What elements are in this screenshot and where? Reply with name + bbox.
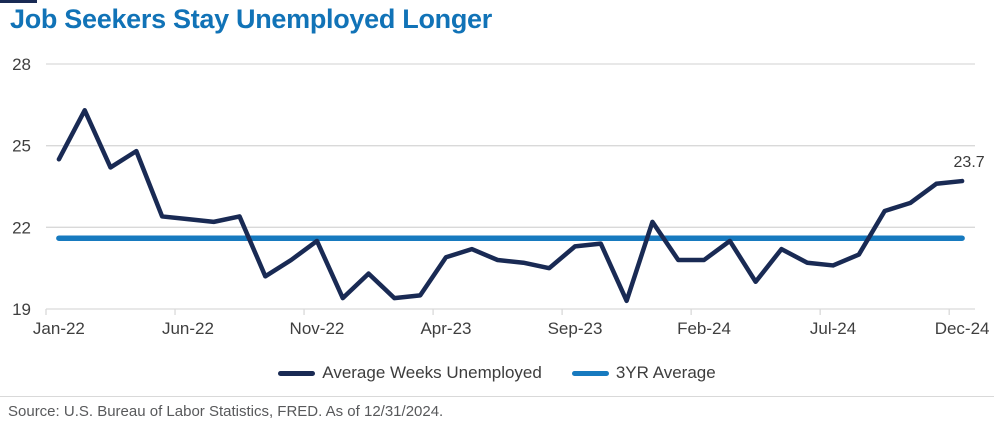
source-note: Source: U.S. Bureau of Labor Statistics,…	[8, 403, 444, 420]
x-axis-label: Nov-22	[290, 319, 345, 338]
y-axis-label: 19	[12, 300, 31, 319]
legend-item-3yr-average: 3YR Average	[571, 363, 716, 383]
y-axis-label: 28	[12, 55, 31, 74]
legend-swatch-average-line	[571, 370, 609, 376]
footer-divider	[0, 396, 994, 397]
x-axis-label: Apr-23	[420, 319, 471, 338]
x-axis-label: Feb-24	[677, 319, 731, 338]
legend: Average Weeks Unemployed 3YR Average	[0, 363, 994, 383]
series-line-average-weeks-unemployed	[56, 108, 965, 304]
last-value-label: 23.7	[954, 154, 985, 171]
chart-title: Job Seekers Stay Unemployed Longer	[10, 4, 492, 34]
y-axis-label: 25	[12, 137, 31, 156]
legend-label-average-weeks-unemployed: Average Weeks Unemployed	[322, 363, 542, 382]
x-axis-label: Jul-24	[810, 319, 856, 338]
x-axis-label: Jun-22	[162, 319, 214, 338]
y-axis-label: 22	[12, 218, 31, 237]
legend-label-3yr-average: 3YR Average	[615, 363, 716, 382]
legend-item-average-weeks-unemployed: Average Weeks Unemployed	[278, 363, 542, 383]
x-axis-label: Jan-22	[33, 319, 85, 338]
x-axis-label: Sep-23	[548, 319, 603, 338]
accent-bar	[0, 0, 37, 3]
x-axis-label: Dec-24	[935, 319, 990, 338]
legend-swatch-series-line	[278, 370, 316, 376]
